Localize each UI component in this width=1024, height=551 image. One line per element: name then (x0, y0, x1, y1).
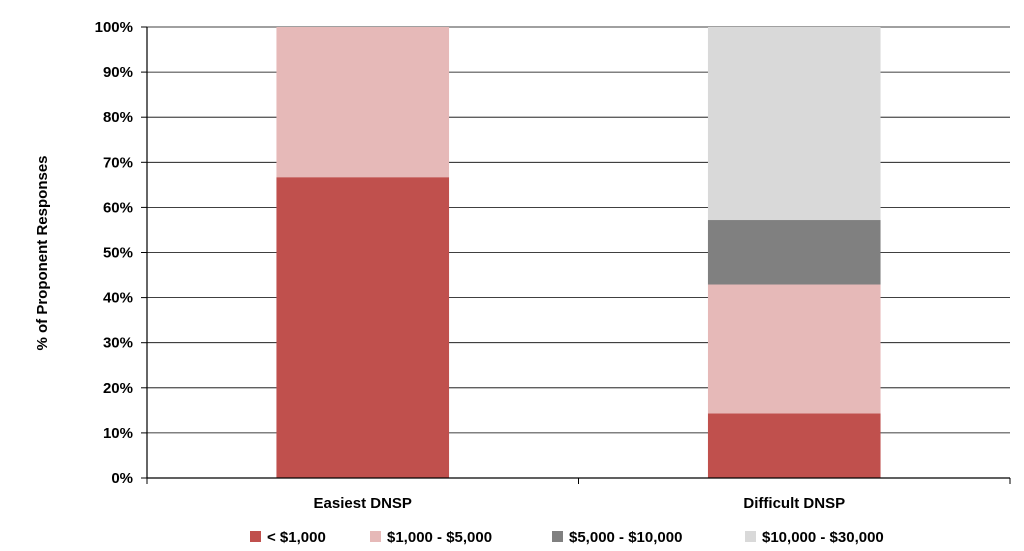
bar-segment (707, 413, 881, 478)
y-tick-label: 30% (103, 335, 133, 352)
bar-segment (276, 177, 450, 479)
bar-segment (707, 220, 881, 285)
legend-item: $1,000 - $5,000 (370, 529, 492, 546)
y-tick-label: 40% (103, 290, 133, 307)
bar-segment (707, 27, 881, 221)
category-labels: Easiest DNSP Difficult DNSP (314, 495, 846, 512)
y-tick-label: 90% (103, 64, 133, 81)
legend-label: < $1,000 (267, 529, 326, 546)
legend-label: $5,000 - $10,000 (569, 529, 682, 546)
y-tick-label: 80% (103, 109, 133, 126)
legend-label: $1,000 - $5,000 (387, 529, 492, 546)
legend-item: < $1,000 (250, 529, 326, 546)
y-tick-label: 50% (103, 245, 133, 262)
legend-swatch (745, 531, 756, 542)
y-tick-label: 20% (103, 380, 133, 397)
y-tick-label: 0% (111, 470, 133, 487)
legend-swatch (370, 531, 381, 542)
legend-swatch (552, 531, 563, 542)
legend-item: $5,000 - $10,000 (552, 529, 682, 546)
x-category-label: Easiest DNSP (314, 495, 412, 512)
y-tick-labels: 0% 10% 20% 30% 40% 50% 60% 70% 80% 90% 100% (95, 19, 133, 487)
x-category-label: Difficult DNSP (743, 495, 845, 512)
bar-segment (707, 284, 881, 414)
y-axis-title: % of Proponent Responses (34, 155, 51, 350)
legend: < $1,000 $1,000 - $5,000 $5,000 - $10,000 $… (250, 529, 884, 546)
y-tick-label: 60% (103, 199, 133, 216)
bars (276, 27, 881, 479)
y-tick-label: 70% (103, 154, 133, 171)
axes (141, 26, 1011, 484)
y-tick-label: 10% (103, 425, 133, 442)
y-tick-label: 100% (95, 19, 133, 36)
bar-segment (276, 27, 450, 178)
legend-swatch (250, 531, 261, 542)
legend-item: $10,000 - $30,000 (745, 529, 884, 546)
legend-label: $10,000 - $30,000 (762, 529, 884, 546)
